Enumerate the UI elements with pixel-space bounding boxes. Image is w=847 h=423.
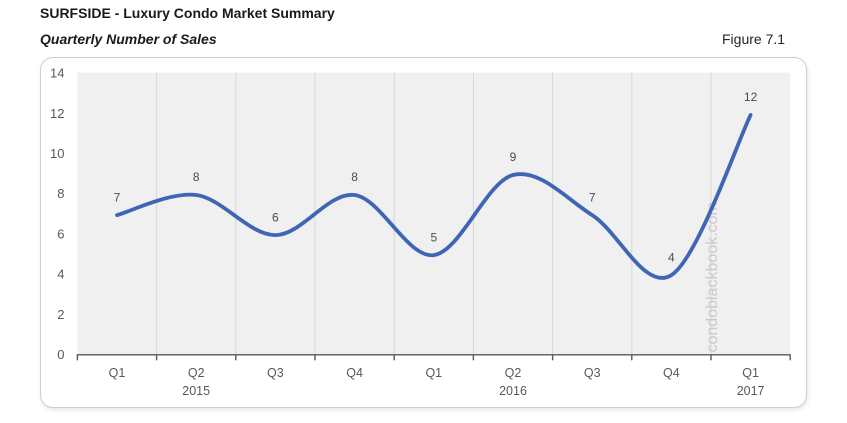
svg-text:8: 8 <box>351 170 358 184</box>
svg-text:6: 6 <box>272 210 279 224</box>
svg-text:2016: 2016 <box>499 384 527 398</box>
svg-text:Q3: Q3 <box>584 366 601 380</box>
svg-text:Q1: Q1 <box>425 366 442 380</box>
svg-text:condoblackbook.com: condoblackbook.com <box>704 202 721 352</box>
svg-text:12: 12 <box>50 106 64 121</box>
svg-text:5: 5 <box>430 230 437 244</box>
svg-text:Q1: Q1 <box>109 366 126 380</box>
svg-text:Q1: Q1 <box>742 366 759 380</box>
svg-text:12: 12 <box>744 90 758 104</box>
svg-text:14: 14 <box>50 66 64 81</box>
svg-text:2: 2 <box>57 307 64 322</box>
svg-text:Q2: Q2 <box>505 366 522 380</box>
svg-text:8: 8 <box>57 186 64 201</box>
svg-text:6: 6 <box>57 226 64 241</box>
svg-text:2015: 2015 <box>182 384 210 398</box>
svg-text:2017: 2017 <box>737 384 765 398</box>
svg-text:10: 10 <box>50 146 64 161</box>
svg-text:Q4: Q4 <box>663 366 680 380</box>
svg-text:4: 4 <box>57 267 64 282</box>
svg-text:4: 4 <box>668 250 675 264</box>
svg-text:8: 8 <box>193 170 200 184</box>
svg-text:Q3: Q3 <box>267 366 284 380</box>
svg-text:Q4: Q4 <box>346 366 363 380</box>
svg-text:9: 9 <box>510 150 517 164</box>
svg-text:7: 7 <box>114 190 121 204</box>
svg-text:7: 7 <box>589 190 596 204</box>
svg-text:Q2: Q2 <box>188 366 205 380</box>
svg-text:0: 0 <box>57 347 64 362</box>
